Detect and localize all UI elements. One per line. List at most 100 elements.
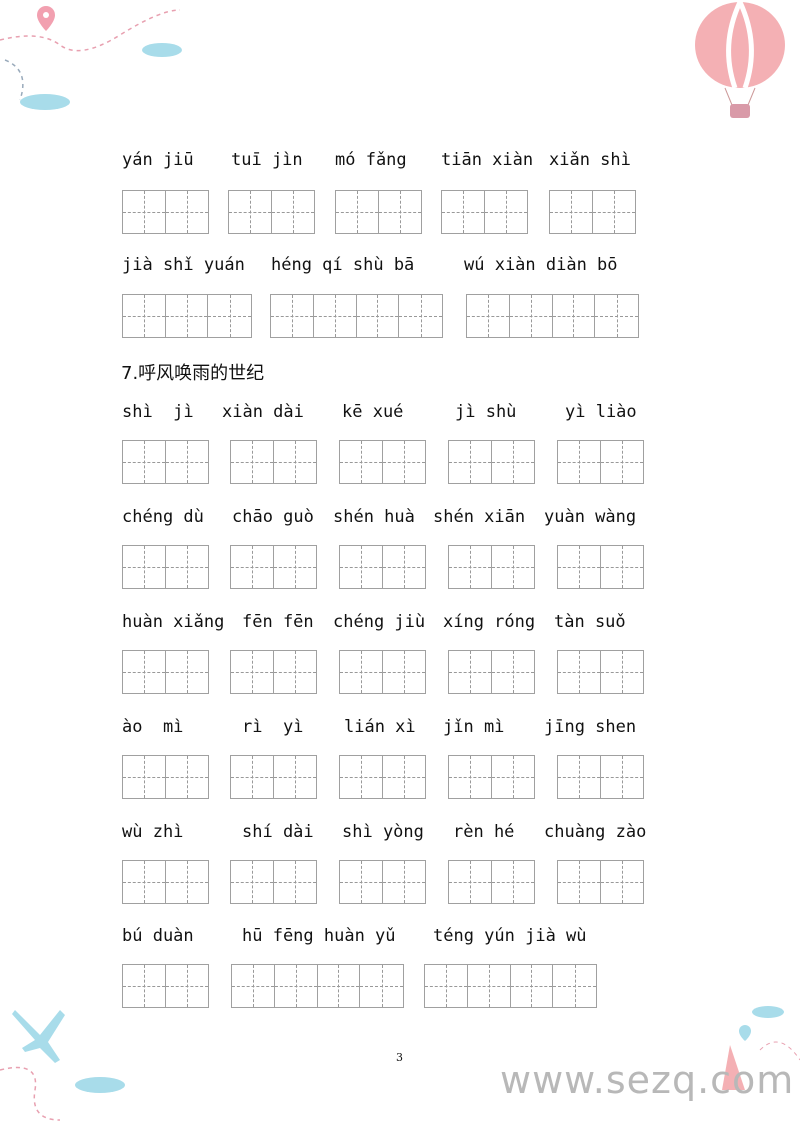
character-cell[interactable] — [165, 441, 209, 483]
character-cell[interactable] — [382, 756, 426, 798]
character-cell[interactable] — [484, 191, 528, 233]
character-cell[interactable] — [231, 441, 274, 483]
writing-grid[interactable] — [122, 440, 209, 484]
writing-grid[interactable] — [231, 964, 404, 1008]
writing-grid[interactable] — [230, 440, 317, 484]
character-cell[interactable] — [553, 965, 596, 1007]
character-cell[interactable] — [123, 441, 166, 483]
character-cell[interactable] — [467, 295, 510, 337]
character-cell[interactable] — [336, 191, 379, 233]
character-cell[interactable] — [600, 546, 644, 588]
character-cell[interactable] — [558, 651, 601, 693]
writing-grid[interactable] — [230, 755, 317, 799]
writing-grid[interactable] — [557, 545, 644, 589]
writing-grid[interactable] — [122, 860, 209, 904]
character-cell[interactable] — [509, 295, 553, 337]
character-cell[interactable] — [313, 295, 357, 337]
character-cell[interactable] — [165, 191, 209, 233]
character-cell[interactable] — [273, 441, 317, 483]
character-cell[interactable] — [592, 191, 636, 233]
character-cell[interactable] — [123, 191, 166, 233]
character-cell[interactable] — [600, 651, 644, 693]
character-cell[interactable] — [491, 651, 535, 693]
character-cell[interactable] — [273, 651, 317, 693]
writing-grid[interactable] — [448, 860, 535, 904]
character-cell[interactable] — [449, 756, 492, 798]
character-cell[interactable] — [165, 861, 209, 903]
character-cell[interactable] — [123, 965, 166, 1007]
character-cell[interactable] — [552, 295, 596, 337]
writing-grid[interactable] — [448, 755, 535, 799]
character-cell[interactable] — [271, 191, 315, 233]
character-cell[interactable] — [378, 191, 422, 233]
character-cell[interactable] — [273, 546, 317, 588]
character-cell[interactable] — [208, 295, 251, 337]
character-cell[interactable] — [449, 441, 492, 483]
character-cell[interactable] — [123, 546, 166, 588]
character-cell[interactable] — [442, 191, 485, 233]
writing-grid[interactable] — [441, 190, 528, 234]
character-cell[interactable] — [558, 756, 601, 798]
character-cell[interactable] — [340, 651, 383, 693]
character-cell[interactable] — [382, 441, 426, 483]
character-cell[interactable] — [232, 965, 275, 1007]
writing-grid[interactable] — [122, 545, 209, 589]
character-cell[interactable] — [231, 756, 274, 798]
writing-grid[interactable] — [557, 440, 644, 484]
writing-grid[interactable] — [557, 650, 644, 694]
writing-grid[interactable] — [339, 440, 426, 484]
writing-grid[interactable] — [339, 860, 426, 904]
character-cell[interactable] — [550, 191, 593, 233]
character-cell[interactable] — [123, 861, 166, 903]
character-cell[interactable] — [123, 295, 166, 337]
character-cell[interactable] — [271, 295, 314, 337]
character-cell[interactable] — [340, 546, 383, 588]
writing-grid[interactable] — [448, 440, 535, 484]
character-cell[interactable] — [123, 756, 166, 798]
writing-grid[interactable] — [230, 650, 317, 694]
writing-grid[interactable] — [339, 755, 426, 799]
character-cell[interactable] — [165, 965, 209, 1007]
character-cell[interactable] — [382, 861, 426, 903]
character-cell[interactable] — [382, 546, 426, 588]
character-cell[interactable] — [273, 756, 317, 798]
character-cell[interactable] — [491, 861, 535, 903]
character-cell[interactable] — [399, 295, 442, 337]
character-cell[interactable] — [317, 965, 361, 1007]
writing-grid[interactable] — [557, 860, 644, 904]
writing-grid[interactable] — [424, 964, 597, 1008]
character-cell[interactable] — [340, 441, 383, 483]
character-cell[interactable] — [558, 861, 601, 903]
character-cell[interactable] — [340, 756, 383, 798]
writing-grid[interactable] — [230, 545, 317, 589]
character-cell[interactable] — [382, 651, 426, 693]
character-cell[interactable] — [360, 965, 403, 1007]
writing-grid[interactable] — [339, 545, 426, 589]
writing-grid[interactable] — [228, 190, 315, 234]
character-cell[interactable] — [165, 546, 209, 588]
character-cell[interactable] — [510, 965, 554, 1007]
character-cell[interactable] — [425, 965, 468, 1007]
character-cell[interactable] — [229, 191, 272, 233]
character-cell[interactable] — [449, 546, 492, 588]
character-cell[interactable] — [491, 546, 535, 588]
writing-grid[interactable] — [557, 755, 644, 799]
character-cell[interactable] — [491, 756, 535, 798]
character-cell[interactable] — [274, 965, 318, 1007]
writing-grid[interactable] — [448, 545, 535, 589]
writing-grid[interactable] — [339, 650, 426, 694]
character-cell[interactable] — [558, 546, 601, 588]
character-cell[interactable] — [231, 546, 274, 588]
character-cell[interactable] — [231, 651, 274, 693]
writing-grid[interactable] — [335, 190, 422, 234]
writing-grid[interactable] — [122, 755, 209, 799]
writing-grid[interactable] — [448, 650, 535, 694]
character-cell[interactable] — [600, 756, 644, 798]
character-cell[interactable] — [165, 651, 209, 693]
character-cell[interactable] — [165, 295, 209, 337]
writing-grid[interactable] — [122, 190, 209, 234]
character-cell[interactable] — [273, 861, 317, 903]
writing-grid[interactable] — [270, 294, 443, 338]
character-cell[interactable] — [165, 756, 209, 798]
character-cell[interactable] — [467, 965, 511, 1007]
